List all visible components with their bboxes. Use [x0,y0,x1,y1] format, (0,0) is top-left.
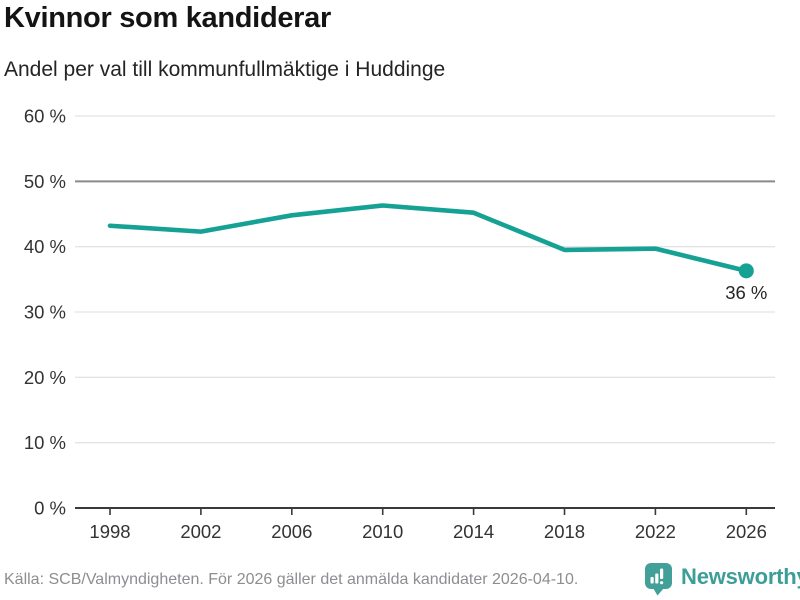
end-value-label: 36 % [725,282,767,303]
y-axis-tick-label: 30 % [24,302,66,323]
x-axis-tick-label: 2010 [362,521,403,542]
chart-subtitle: Andel per val till kommunfullmäktige i H… [4,58,446,81]
y-axis-tick-label: 0 % [34,498,66,519]
x-axis-tick-label: 2018 [544,521,585,542]
page-title: Kvinnor som kandiderar [4,2,331,34]
line-chart: 0 % 10 % 20 % 30 % 40 % 50 % 60 % 1998 2002 2006 2… [24,106,775,542]
brand-name: Newsworthy [681,564,800,589]
y-axis-tick-label: 50 % [24,171,66,192]
newsworthy-brand: Newsworthy [644,560,800,596]
y-axis-tick-label: 10 % [24,432,66,453]
x-axis-tick-label: 2026 [726,521,767,542]
last-point-marker [738,263,754,279]
y-axis-tick-label: 20 % [24,367,66,388]
x-axis-tick-label: 2022 [635,521,676,542]
source-note: Källa: SCB/Valmyndigheten. För 2026 gäll… [4,571,579,588]
x-axis-tick-label: 2014 [453,521,494,542]
y-axis-tick-label: 60 % [24,106,66,127]
y-axis-tick-label: 40 % [24,236,66,257]
x-axis-tick-label: 1998 [89,521,130,542]
x-axis-tick-label: 2006 [271,521,312,542]
newsworthy-logo-icon [645,563,672,596]
data-line [107,203,749,274]
x-axis-tick-label: 2002 [180,521,221,542]
